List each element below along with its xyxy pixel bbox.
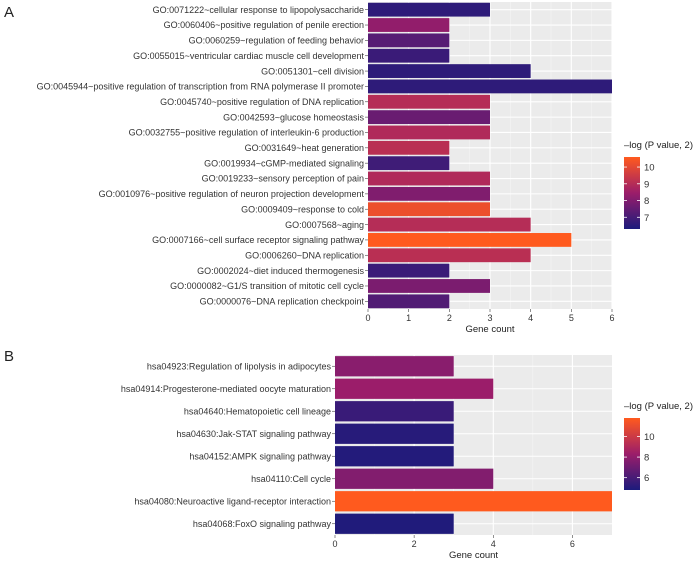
pb-legend-tick-label: 8	[644, 453, 649, 464]
pb-bar	[335, 423, 454, 444]
pa-bar	[368, 171, 490, 186]
pb-x-tick-label: 6	[570, 539, 575, 549]
pa-bar	[368, 79, 612, 94]
pb-legend-tick-label: 6	[644, 473, 649, 484]
pb-bar	[335, 356, 454, 377]
pa-category-label: GO:0009409~response to cold	[241, 204, 364, 214]
pb-category-label: hsa04630:Jak-STAT signaling pathway	[176, 429, 331, 439]
pa-bar	[368, 202, 490, 217]
pa-category-label: GO:0045740~positive regulation of DNA re…	[160, 97, 364, 107]
pa-legend-colorbar	[624, 157, 640, 229]
pb-bar	[335, 491, 612, 512]
pa-x-tick-label: 6	[609, 313, 614, 323]
pa-bar	[368, 279, 490, 293]
pa-bar	[368, 294, 450, 309]
pa-bar	[368, 110, 490, 125]
pb-legend-tick-label: 10	[644, 432, 655, 443]
pa-category-label: GO:0031649~heat generation	[245, 143, 364, 153]
pb-category-label: hsa04110:Cell cycle	[251, 474, 331, 484]
pa-category-label: GO:0045944~positive regulation of transc…	[37, 82, 364, 92]
pa-category-label: GO:0000076~DNA replication checkpoint	[200, 297, 365, 307]
pb-category-label: hsa04640:Hematopoietic cell lineage	[184, 406, 331, 416]
pa-bar	[368, 186, 490, 201]
pa-x-axis-title: Gene count	[465, 324, 514, 335]
pa-category-label: GO:0010976~positive regulation of neuron…	[99, 189, 365, 199]
pa-bar	[368, 2, 490, 17]
pb-legend-title: –log (P value, 2)	[624, 401, 693, 412]
pa-legend-tick-label: 8	[644, 196, 649, 207]
pa-category-label: GO:0071222~cellular response to lipopoly…	[153, 5, 364, 15]
pb-x-tick-label: 2	[412, 539, 417, 549]
pa-category-label: GO:0007166~cell surface receptor signali…	[152, 235, 364, 245]
pa-category-label: GO:0055015~ventricular cardiac muscle ce…	[133, 51, 364, 61]
panel-a-go-chart: GO:0071222~cellular response to lipopoly…	[37, 2, 693, 335]
pb-category-label: hsa04923:Regulation of lipolysis in adip…	[147, 361, 332, 371]
pa-bar	[368, 33, 450, 48]
pb-bar	[335, 468, 494, 489]
pa-bar	[368, 140, 450, 155]
pa-legend-tick-label: 9	[644, 179, 649, 190]
pa-bar	[368, 18, 450, 32]
pa-x-tick-label: 5	[569, 313, 574, 323]
pb-category-label: hsa04914:Progesterone-mediated oocyte ma…	[121, 384, 331, 394]
pb-bar	[335, 378, 494, 399]
pa-category-label: GO:0007568~aging	[285, 220, 364, 230]
pa-category-label: GO:0019934~cGMP-mediated signaling	[204, 158, 364, 168]
pb-category-label: hsa04152:AMPK signaling pathway	[189, 451, 331, 461]
pb-bar	[335, 401, 454, 422]
pa-category-label: GO:0051301~cell division	[261, 66, 364, 76]
pa-bar	[368, 94, 490, 109]
panel-b-kegg-chart: hsa04923:Regulation of lipolysis in adip…	[121, 355, 693, 561]
panel-a-letter: A	[4, 4, 14, 21]
pa-bar	[368, 156, 450, 171]
pb-x-tick-label: 0	[332, 539, 337, 549]
panel-b-letter: B	[4, 348, 14, 365]
pa-category-label: GO:0019233~sensory perception of pain	[202, 174, 364, 184]
pa-category-label: GO:0000082~G1/S transition of mitotic ce…	[170, 281, 364, 291]
pa-bar	[368, 233, 572, 247]
pb-x-tick-label: 4	[491, 539, 496, 549]
pa-bar	[368, 248, 531, 263]
pa-category-label: GO:0042593~glucose homeostasis	[223, 112, 364, 122]
pa-x-tick-label: 2	[447, 313, 452, 323]
pb-category-label: hsa04068:FoxO signaling pathway	[193, 519, 332, 529]
pb-bar	[335, 513, 454, 534]
pb-x-axis-title: Gene count	[449, 550, 498, 561]
pa-category-label: GO:0006260~DNA replication	[245, 250, 364, 260]
pa-x-tick-label: 0	[365, 313, 370, 323]
pa-bar	[368, 125, 490, 140]
pa-category-label: GO:0060259~regulation of feeding behavio…	[189, 36, 364, 46]
pa-x-tick-label: 1	[406, 313, 411, 323]
pa-bar	[368, 64, 531, 78]
pa-x-tick-label: 4	[528, 313, 533, 323]
pa-category-label: GO:0060406~positive regulation of penile…	[164, 20, 364, 30]
pa-bar	[368, 217, 531, 232]
pa-legend-title: –log (P value, 2)	[624, 140, 693, 151]
pb-category-label: hsa04080:Neuroactive ligand-receptor int…	[134, 496, 331, 506]
pa-legend-tick-label: 10	[644, 163, 655, 174]
pa-bar	[368, 263, 450, 278]
pb-bar	[335, 446, 454, 467]
pa-category-label: GO:0002024~diet induced thermogenesis	[197, 266, 364, 276]
pa-bar	[368, 48, 450, 63]
pa-category-label: GO:0032755~positive regulation of interl…	[129, 128, 364, 138]
pa-legend-tick-label: 7	[644, 213, 649, 224]
pb-legend-colorbar	[624, 418, 640, 490]
pa-x-tick-label: 3	[487, 313, 492, 323]
